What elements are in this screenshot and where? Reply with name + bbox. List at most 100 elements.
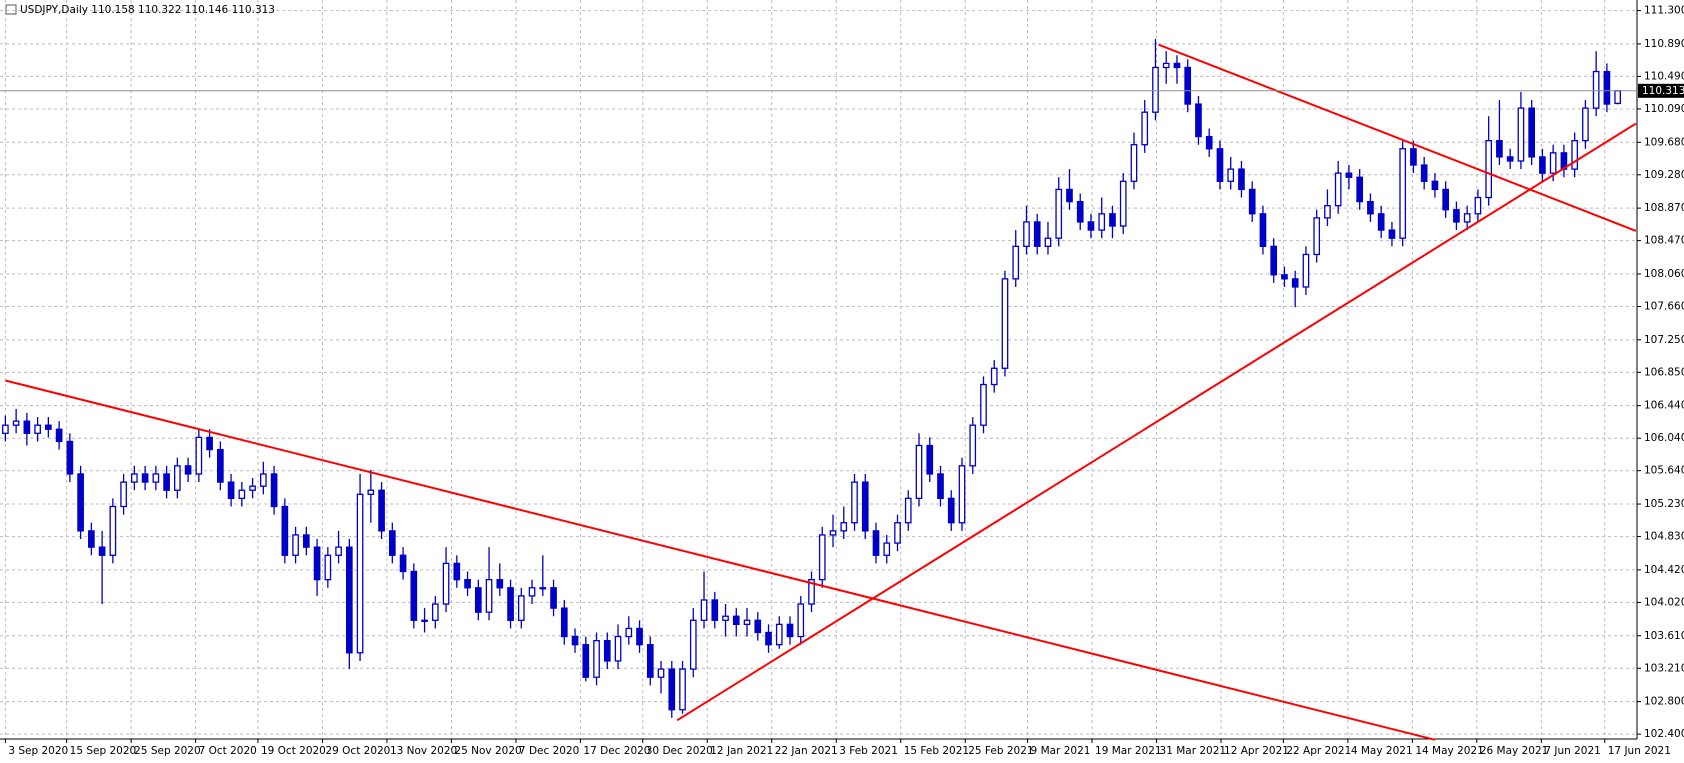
candle-body	[313, 546, 321, 581]
candle-body	[937, 473, 944, 500]
y-tick-label: 110.490	[1644, 70, 1684, 82]
x-tick-label: 22 Apr 2021	[1286, 745, 1351, 757]
candle-body	[915, 444, 923, 500]
candle-body	[711, 599, 719, 621]
candle-body	[474, 587, 482, 613]
candle-body	[356, 493, 364, 654]
price-label-box	[1638, 83, 1684, 98]
candle-body	[292, 534, 299, 556]
candle-body	[1410, 148, 1417, 166]
candle-body	[1076, 200, 1084, 223]
candle-body	[507, 587, 514, 621]
candle-body	[367, 489, 375, 495]
candle-body	[1270, 245, 1278, 276]
candle-body	[1173, 62, 1181, 69]
x-tick-label: 12 Apr 2021	[1224, 745, 1289, 757]
candle-body	[388, 530, 396, 556]
y-tick-label: 109.280	[1644, 169, 1684, 181]
chart-title: USDJPY,Daily 110.158 110.322 110.146 110…	[20, 4, 275, 16]
candle-body	[1442, 188, 1450, 211]
candle-body	[206, 436, 213, 451]
y-tick-label: 108.870	[1644, 202, 1684, 214]
candle-body	[657, 668, 665, 678]
candle-body	[646, 644, 654, 678]
trend-line	[1158, 43, 1637, 232]
candle-body	[1044, 237, 1052, 247]
candle-body	[689, 619, 697, 670]
x-tick-label: 12 Jan 2021	[710, 745, 773, 757]
y-tick-label: 107.660	[1644, 300, 1684, 312]
candle-body	[1345, 172, 1353, 178]
candle-body	[302, 534, 310, 548]
candle-body	[1291, 278, 1299, 288]
candle-body	[12, 420, 20, 426]
candle-body	[1453, 209, 1460, 223]
candle-body	[539, 587, 547, 590]
candle-body	[496, 579, 504, 589]
candle-body	[270, 473, 278, 508]
y-tick-label: 111.300	[1644, 5, 1684, 17]
candle-body	[431, 603, 439, 621]
x-tick-label: 19 Oct 2020	[261, 745, 326, 757]
trend-line	[676, 122, 1637, 722]
x-tick-label: 30 Dec 2020	[646, 745, 713, 757]
candle-body	[1539, 156, 1546, 174]
y-tick-label: 102.400	[1644, 728, 1684, 740]
y-tick-label: 104.020	[1644, 596, 1684, 608]
candle-body	[399, 554, 407, 573]
candle-body	[765, 631, 772, 646]
candle-body	[1324, 205, 1331, 219]
candle-body	[1399, 148, 1407, 239]
candle-body	[861, 481, 869, 532]
y-tick-label: 103.610	[1644, 630, 1684, 642]
candle-body	[88, 530, 95, 548]
candle-body	[1001, 278, 1009, 369]
x-tick-label: 26 May 2021	[1480, 745, 1548, 757]
candle-body	[517, 595, 525, 621]
candle-body	[55, 428, 63, 443]
y-tick-label: 104.830	[1644, 531, 1684, 543]
candle-body	[582, 644, 590, 678]
price-label: 110.313	[1642, 85, 1684, 97]
candle-body	[453, 562, 461, 581]
candle-body	[808, 579, 815, 605]
x-tick-label: 4 May 2021	[1351, 745, 1413, 757]
candle-body	[1216, 148, 1224, 182]
candle-body	[1474, 196, 1482, 215]
x-tick-label: 7 Dec 2020	[519, 745, 579, 757]
candle-body	[1152, 66, 1159, 113]
candle-body	[1302, 253, 1310, 288]
candle-body	[1614, 90, 1621, 105]
y-tick-label: 108.470	[1644, 235, 1684, 247]
candle-body	[1033, 221, 1041, 247]
candle-body	[528, 587, 536, 597]
candle-body	[1496, 139, 1503, 158]
y-tick-label: 105.640	[1644, 465, 1684, 477]
candle-body	[1485, 139, 1493, 199]
candle-body	[1205, 135, 1213, 150]
candle-body	[1356, 176, 1364, 203]
candle-body	[1582, 107, 1589, 142]
y-tick-label: 103.210	[1644, 662, 1684, 674]
y-tick-label: 106.440	[1644, 400, 1684, 412]
candle-body	[786, 623, 794, 638]
candle-body	[754, 619, 762, 634]
candle-body	[174, 465, 181, 491]
x-tick-label: 22 Jan 2021	[775, 745, 838, 757]
y-tick-label: 110.090	[1644, 103, 1684, 115]
candle-body	[324, 554, 332, 581]
candle-body	[260, 473, 267, 487]
x-tick-label: 17 Jun 2021	[1608, 745, 1671, 757]
candle-body	[442, 562, 450, 605]
y-tick-label: 109.680	[1644, 136, 1684, 148]
candle-body	[743, 619, 751, 626]
candle-body	[894, 522, 901, 544]
candle-body	[560, 607, 568, 638]
x-tick-label: 7 Oct 2020	[199, 745, 257, 757]
candle-body	[1549, 152, 1557, 174]
candle-body	[1313, 217, 1321, 256]
candle-body	[98, 546, 106, 556]
chart-icon	[5, 4, 17, 15]
